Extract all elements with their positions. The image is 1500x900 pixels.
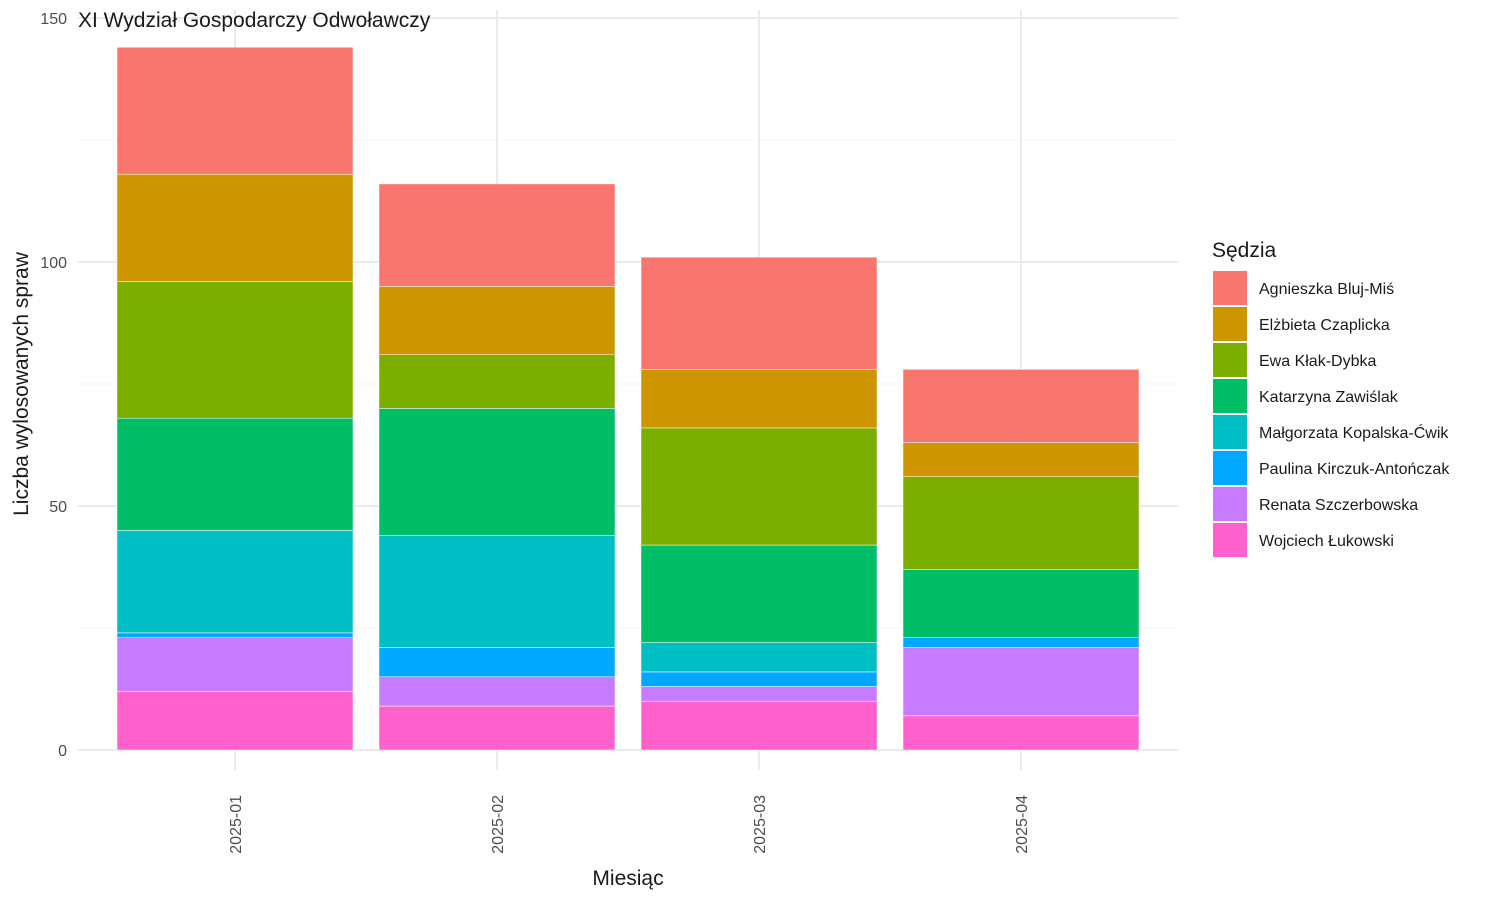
bar-segment	[116, 637, 354, 692]
legend-label: Elżbieta Czaplicka	[1259, 317, 1390, 334]
bar-segment	[902, 647, 1140, 717]
bar-segment	[640, 642, 878, 673]
bar-segment	[116, 691, 354, 751]
bar-segment	[640, 686, 878, 702]
bar-segment	[902, 476, 1140, 570]
legend-key	[1213, 415, 1247, 449]
y-axis-title: Liczba wylosowanych spraw	[10, 251, 33, 516]
x-tick-label: 2025-02	[490, 795, 507, 854]
bar-segment	[378, 408, 616, 536]
legend-key	[1213, 523, 1247, 557]
legend-key	[1213, 379, 1247, 413]
bar-segment	[378, 676, 616, 707]
bar-segment	[902, 715, 1140, 751]
bar-segment	[640, 700, 878, 751]
legend-label: Paulina Kirczuk-Antończak	[1259, 461, 1450, 478]
legend-key	[1213, 451, 1247, 485]
bar-segment	[640, 369, 878, 429]
legend-label: Katarzyna Zawiślak	[1259, 389, 1399, 406]
bar-segment	[116, 173, 354, 282]
y-tick-label: 50	[49, 499, 67, 516]
x-tick-label: 2025-01	[228, 795, 245, 854]
bar-segment	[378, 183, 616, 287]
legend-label: Renata Szczerbowska	[1259, 497, 1418, 514]
legend-label: Wojciech Łukowski	[1259, 533, 1394, 550]
y-axis-ticks: 0 50 100 150	[40, 11, 67, 760]
legend-label: Ewa Kłak-Dybka	[1259, 353, 1376, 370]
bar-segment	[640, 671, 878, 687]
legend-title: Sędzia	[1212, 239, 1277, 262]
bar-segment	[116, 47, 354, 175]
legend-label: Małgorzata Kopalska-Ćwik	[1259, 423, 1449, 442]
bar-segment	[640, 427, 878, 546]
bar-segment	[378, 705, 616, 751]
bar-segment	[378, 354, 616, 409]
x-axis-title: Miesiąc	[592, 867, 663, 890]
legend-key	[1213, 307, 1247, 341]
bar-segment	[378, 647, 616, 678]
bar-segment	[902, 369, 1140, 443]
legend-key	[1213, 343, 1247, 377]
bar-segment	[902, 569, 1140, 639]
bars	[116, 47, 1140, 751]
bar-segment	[116, 632, 354, 639]
bar-segment	[378, 286, 616, 355]
x-tick-label: 2025-04	[1014, 795, 1031, 854]
bar-segment	[378, 535, 616, 648]
x-tick-label: 2025-03	[752, 795, 769, 854]
bar-segment	[116, 281, 354, 419]
bar-segment	[116, 530, 354, 634]
y-tick-label: 150	[40, 11, 67, 28]
y-tick-label: 100	[40, 255, 67, 272]
legend: Sędzia Agnieszka Bluj-Miś Elżbieta Czapli…	[1212, 239, 1450, 557]
y-tick-label: 0	[58, 743, 67, 760]
chart-title: XI Wydział Gospodarczy Odwoławczy	[78, 9, 431, 32]
legend-key	[1213, 271, 1247, 305]
bar-segment	[640, 544, 878, 643]
legend-key	[1213, 487, 1247, 521]
bar-segment	[902, 637, 1140, 648]
bar-segment	[640, 256, 878, 370]
bar-segment	[116, 417, 354, 531]
legend-label: Agnieszka Bluj-Miś	[1259, 281, 1394, 298]
x-axis-ticks: 2025-01 2025-02 2025-03 2025-04	[228, 795, 1031, 854]
bar-segment	[902, 442, 1140, 477]
